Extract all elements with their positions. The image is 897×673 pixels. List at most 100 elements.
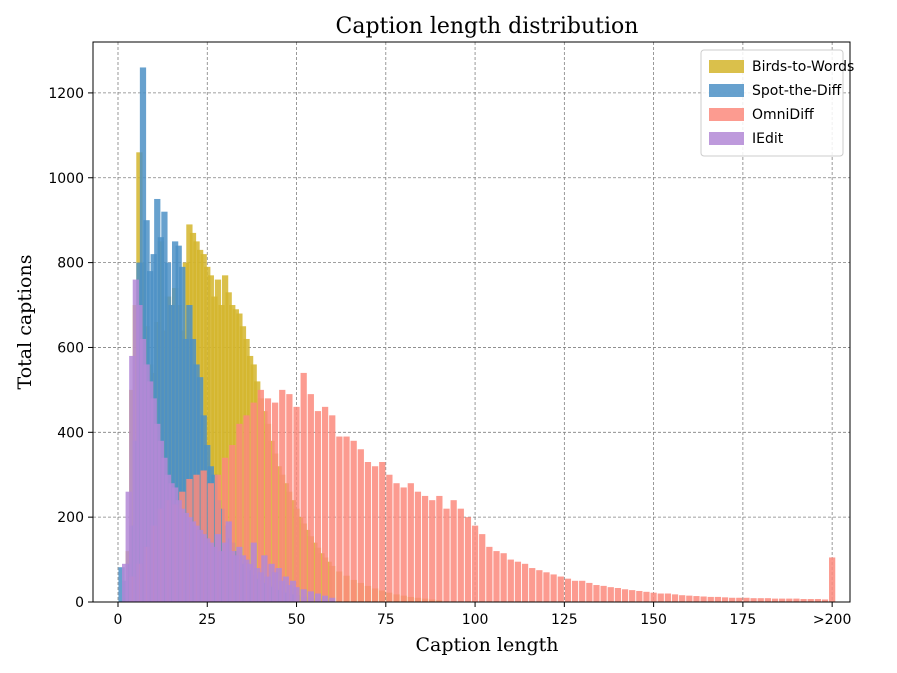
bar: [282, 576, 289, 602]
bar: [729, 597, 736, 602]
x-tick-label: >200: [813, 612, 851, 628]
x-tick-label: 50: [288, 612, 306, 628]
bar: [829, 557, 836, 602]
bar: [764, 598, 771, 602]
bar: [471, 525, 479, 602]
bar: [229, 551, 236, 602]
bar: [793, 598, 800, 602]
bar: [564, 578, 572, 602]
bar: [325, 561, 332, 602]
bar: [500, 553, 507, 602]
bar: [443, 508, 450, 602]
x-tick-label: 125: [551, 612, 578, 628]
bar: [329, 415, 336, 602]
bar: [671, 594, 679, 602]
bar: [118, 567, 125, 602]
bar: [172, 487, 179, 602]
bar: [186, 305, 193, 602]
bar: [464, 517, 472, 602]
bar: [307, 394, 314, 602]
bar: [211, 546, 218, 602]
bar: [686, 595, 693, 602]
bar: [157, 237, 164, 602]
bar: [286, 394, 293, 602]
bar: [154, 198, 161, 602]
bar: [457, 508, 464, 602]
bar: [736, 597, 743, 602]
bar: [614, 588, 622, 602]
bar: [693, 596, 700, 602]
bar: [282, 483, 289, 602]
bar: [129, 355, 136, 602]
series-iedit: [122, 279, 336, 602]
bar: [236, 423, 243, 602]
bar: [650, 592, 657, 602]
bar: [214, 279, 222, 602]
bar: [211, 296, 218, 602]
plot-frame: [92, 41, 851, 603]
bar: [293, 406, 300, 602]
bar: [721, 597, 729, 602]
bar: [179, 508, 186, 602]
bar: [314, 411, 322, 602]
bar: [232, 555, 239, 602]
bar: [250, 542, 257, 602]
bar: [304, 529, 311, 602]
bar: [204, 266, 211, 602]
bar: [714, 596, 722, 602]
bar: [807, 599, 814, 602]
bar: [289, 580, 297, 602]
y-tick-label: 1000: [48, 171, 84, 187]
bar: [175, 245, 182, 603]
bar: [239, 555, 247, 602]
bar: [707, 596, 714, 602]
bar: [211, 474, 218, 602]
bar: [243, 559, 250, 602]
bar: [636, 590, 643, 602]
bar: [307, 591, 314, 602]
bar: [125, 491, 132, 602]
bar: [493, 551, 500, 602]
bar: [486, 546, 493, 602]
bar: [800, 599, 807, 602]
bar: [164, 262, 172, 602]
bar: [400, 487, 407, 602]
bar: [218, 551, 225, 602]
bar: [207, 542, 214, 602]
bar: [268, 440, 275, 602]
bar: [757, 598, 764, 602]
bar: [279, 580, 286, 602]
bar: [218, 305, 225, 602]
bar: [743, 597, 750, 602]
bar: [225, 521, 232, 602]
bar: [168, 483, 175, 602]
bar: [296, 517, 304, 602]
bar: [186, 517, 193, 602]
bar: [239, 326, 247, 602]
bar: [147, 381, 154, 602]
bar: [321, 595, 329, 602]
bar: [571, 580, 579, 602]
bar: [543, 572, 550, 602]
bar: [143, 364, 150, 602]
x-tick-label: 25: [198, 612, 216, 628]
y-tick-label: 800: [57, 256, 84, 272]
bar: [289, 500, 297, 602]
bar: [268, 563, 275, 602]
bar: [321, 406, 329, 602]
bar: [207, 275, 214, 602]
bar: [254, 381, 261, 602]
chart-title: Caption length distribution: [336, 14, 639, 39]
bar: [700, 596, 707, 602]
bar: [132, 279, 139, 602]
bar: [293, 587, 300, 602]
bar: [271, 572, 279, 602]
ticks: 0 25 50 75 100 125 150 175 >200 0 200 400 600 800 1000…: [48, 86, 851, 628]
bar: [164, 474, 172, 602]
legend-label: Birds-to-Words: [752, 59, 854, 75]
bar: [679, 595, 686, 602]
bar: [821, 599, 829, 602]
bar: [750, 598, 757, 602]
bar: [421, 495, 429, 602]
